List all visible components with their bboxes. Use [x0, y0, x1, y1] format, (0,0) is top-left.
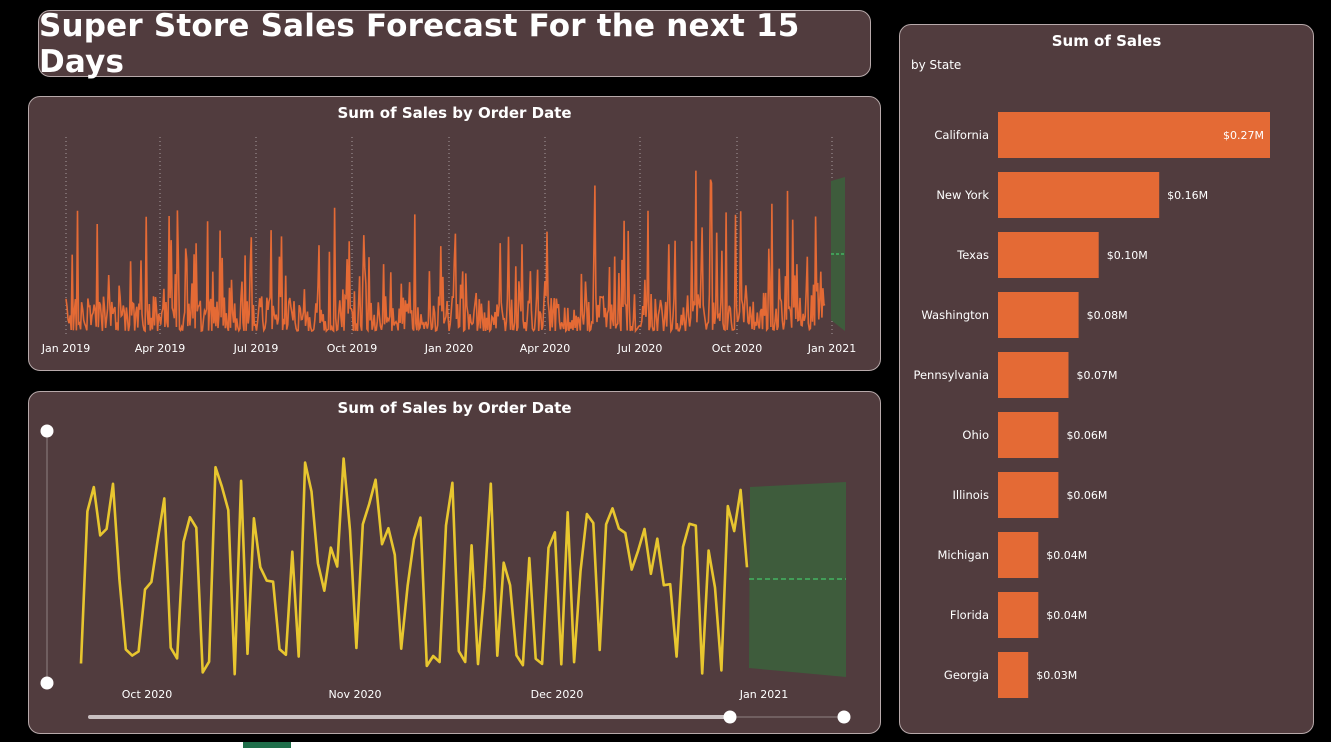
- title-card: Super Store Sales Forecast For the next …: [38, 7, 871, 80]
- state-value-label: $0.03M: [1036, 669, 1077, 682]
- x-tick-label: Dec 2020: [531, 688, 584, 701]
- x-tick-label: Jul 2019: [233, 342, 279, 355]
- x-tick-label: Jan 2020: [424, 342, 473, 355]
- state-bar[interactable]: [998, 292, 1079, 338]
- x-tick-label: Apr 2020: [520, 342, 571, 355]
- horizontal-zoom-handle-end[interactable]: [837, 710, 851, 724]
- state-value-label: $0.08M: [1087, 309, 1128, 322]
- state-value-label: $0.04M: [1046, 549, 1087, 562]
- sales-forecast-zoom-chart[interactable]: Sum of Sales by Order Date Oct 2020 Nov 2…: [28, 391, 881, 734]
- state-value-label: $0.16M: [1167, 189, 1208, 202]
- active-page-tab[interactable]: [243, 742, 291, 748]
- sales-by-state-subtitle: by State: [911, 58, 962, 72]
- state-bar[interactable]: [998, 412, 1059, 458]
- x-tick-label: Jan 2021: [739, 688, 788, 701]
- dashboard-title: Super Store Sales Forecast For the next …: [39, 7, 800, 80]
- state-value-label: $0.06M: [1066, 489, 1107, 502]
- sales-forecast-zoom-plot[interactable]: Oct 2020 Nov 2020 Dec 2020 Jan 2021: [29, 392, 882, 735]
- sales-by-date-chart[interactable]: Sum of Sales by Order Date Jan 2019 Apr 2…: [28, 96, 881, 371]
- state-value-label: $0.07M: [1077, 369, 1118, 382]
- state-bar[interactable]: [998, 232, 1099, 278]
- state-label: Washington: [921, 308, 989, 322]
- state-label: Michigan: [937, 548, 989, 562]
- state-bar[interactable]: [998, 112, 1270, 158]
- sales-by-state-plot[interactable]: California $0.27M New York $0.16M Texas $0.10…: [900, 25, 1315, 735]
- sales-by-date-title: Sum of Sales by Order Date: [337, 104, 572, 122]
- sales-by-state-chart[interactable]: Sum of Sales by State California $0.27M Ne…: [899, 24, 1314, 734]
- state-label: California: [934, 128, 989, 142]
- vertical-zoom-handle-bottom[interactable]: [40, 676, 54, 690]
- state-label: Pennsylvania: [913, 368, 989, 382]
- sales-by-state-title: Sum of Sales: [1051, 32, 1162, 50]
- x-tick-label: Jan 2021: [807, 342, 856, 355]
- state-value-label: $0.27M: [1223, 129, 1264, 142]
- state-bar[interactable]: [998, 592, 1039, 638]
- state-value-label: $0.06M: [1066, 429, 1107, 442]
- x-tick-label: Jul 2020: [617, 342, 663, 355]
- x-tick-label: Oct 2020: [712, 342, 763, 355]
- state-label: Illinois: [953, 488, 990, 502]
- sales-by-date-plot[interactable]: Jan 2019 Apr 2019 Jul 2019 Oct 2019 Jan 2020…: [29, 97, 882, 372]
- x-tick-label: Oct 2020: [122, 688, 173, 701]
- x-tick-label: Oct 2019: [327, 342, 378, 355]
- x-tick-label: Jan 2019: [41, 342, 90, 355]
- x-tick-label: Apr 2019: [135, 342, 186, 355]
- state-bar[interactable]: [998, 532, 1039, 578]
- state-label: Texas: [956, 248, 989, 262]
- state-bar[interactable]: [998, 652, 1029, 698]
- state-bar[interactable]: [998, 352, 1069, 398]
- state-bar[interactable]: [998, 172, 1160, 218]
- sales-series-line: [65, 170, 826, 334]
- page-tab-strip: [0, 742, 1331, 748]
- vertical-zoom-handle-top[interactable]: [40, 424, 54, 438]
- state-value-label: $0.10M: [1107, 249, 1148, 262]
- sales-series-line: [79, 457, 749, 676]
- state-bar[interactable]: [998, 472, 1059, 518]
- x-tick-label: Nov 2020: [329, 688, 382, 701]
- state-label: New York: [936, 188, 989, 202]
- state-value-label: $0.04M: [1046, 609, 1087, 622]
- horizontal-zoom-handle-start[interactable]: [723, 710, 737, 724]
- state-label: Georgia: [944, 668, 989, 682]
- sales-forecast-zoom-title: Sum of Sales by Order Date: [337, 399, 572, 417]
- state-label: Florida: [950, 608, 989, 622]
- state-label: Ohio: [962, 428, 989, 442]
